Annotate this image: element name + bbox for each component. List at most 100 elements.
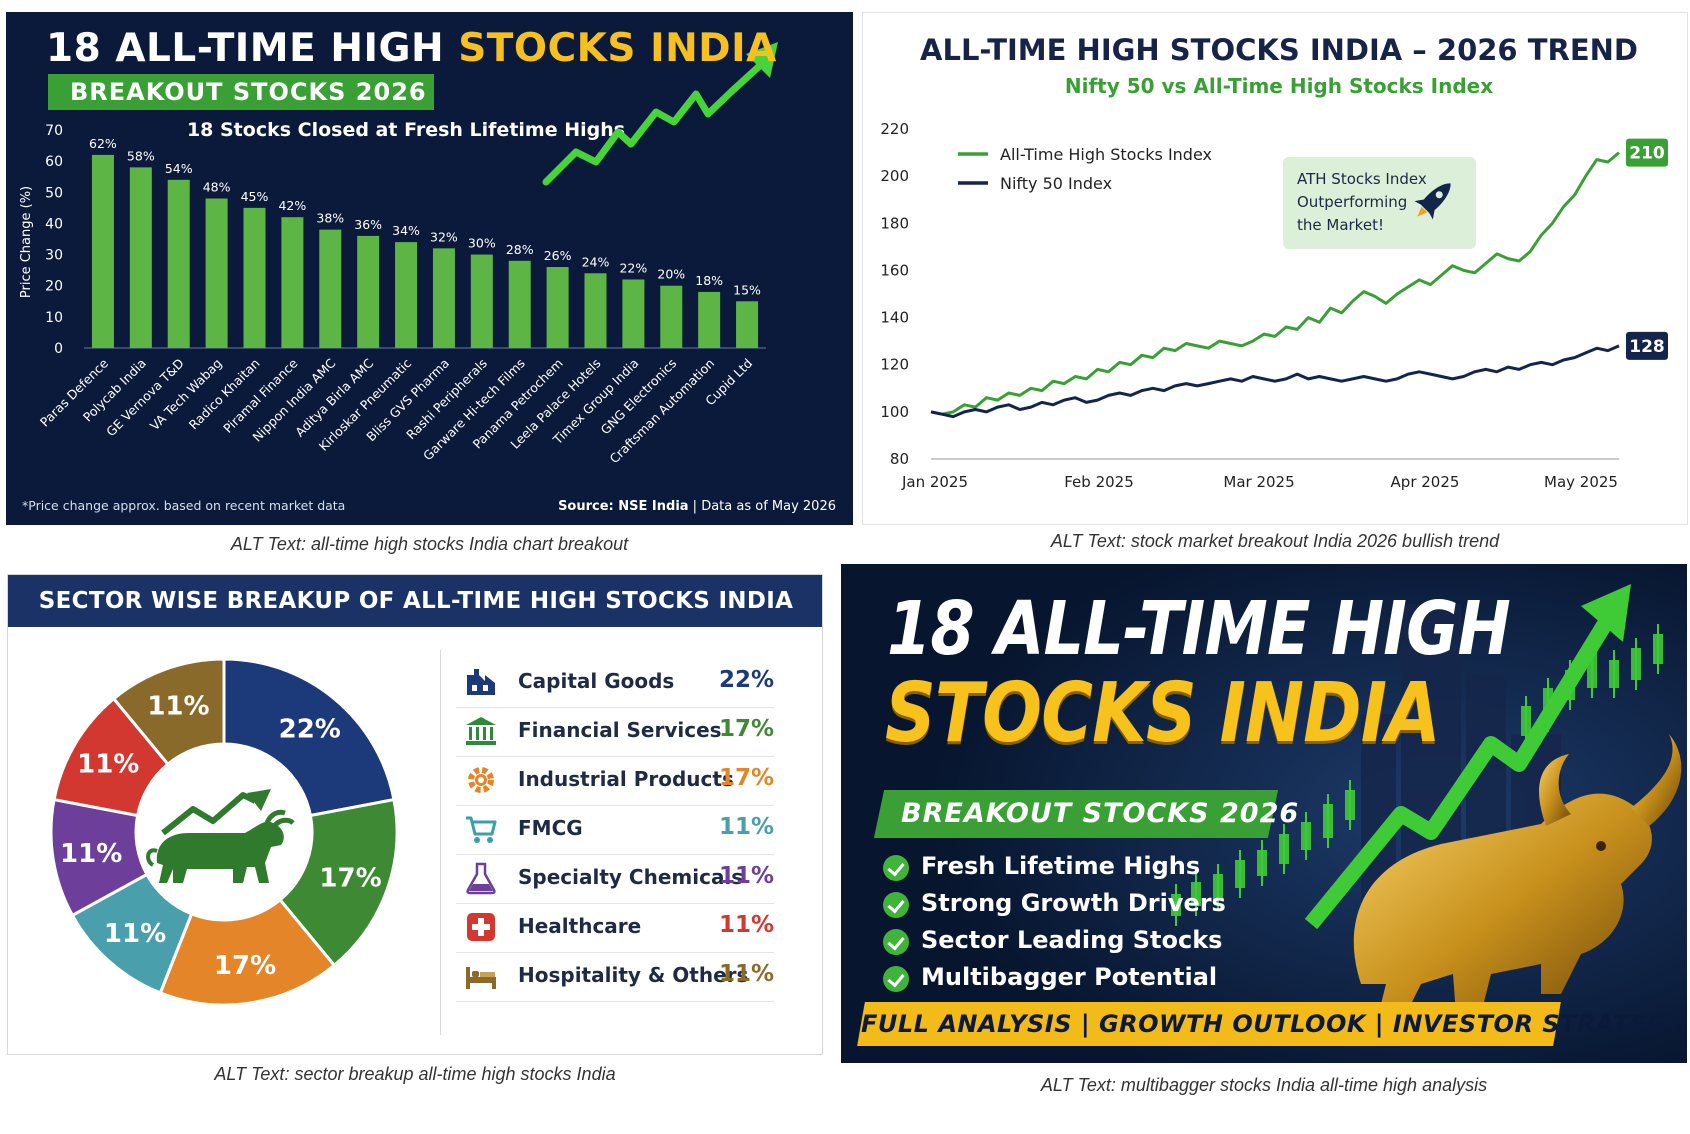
cart-icon xyxy=(466,816,497,843)
poster-title-line2: STOCKS INDIA xyxy=(885,666,1441,761)
callout-line-3: the Market! xyxy=(1297,216,1384,234)
bar-17 xyxy=(698,291,721,348)
y-tick-label: 140 xyxy=(880,309,909,327)
bed-icon xyxy=(466,967,496,989)
sector-percent: 11% xyxy=(718,961,774,987)
donut-slice-label: 22% xyxy=(279,714,341,744)
bar-16 xyxy=(660,285,683,348)
y-tick-label: 120 xyxy=(880,356,909,374)
sector-legend-row: Healthcare 11% xyxy=(456,900,774,953)
y-tick-label: 10 xyxy=(45,310,63,326)
candle-body xyxy=(1609,660,1619,688)
bar-6 xyxy=(281,217,304,348)
panel4-caption: ALT Text: multibagger stocks India all-t… xyxy=(1040,1075,1488,1095)
bar-value-label: 62% xyxy=(89,136,117,151)
candlestick-icon xyxy=(1171,624,1663,926)
sector-name: Hospitality & Others xyxy=(518,963,749,987)
bar-18 xyxy=(736,301,759,348)
bar-value-label: 28% xyxy=(506,242,534,257)
bar-15 xyxy=(622,279,645,348)
bar-9 xyxy=(395,242,418,348)
bar-value-label: 34% xyxy=(392,223,420,238)
donut-chart-svg: 22% 17% 17% 11% 11% 11% 11% xyxy=(49,657,399,1007)
bar-value-label: 36% xyxy=(354,217,382,232)
candle-body xyxy=(1235,860,1245,888)
donut-slice-label: 11% xyxy=(60,839,122,869)
bar-value-label: 30% xyxy=(468,236,496,251)
flask-icon xyxy=(466,862,496,895)
callout-line-2: Outperforming xyxy=(1297,193,1407,211)
bar-value-label: 15% xyxy=(733,282,761,297)
check-icon xyxy=(883,855,909,881)
check-icon xyxy=(883,892,909,918)
poster-panel: 18 ALL-TIME HIGH STOCKS INDIA BREAKOUT S… xyxy=(841,564,1687,1063)
panel1-badge: BREAKOUT STOCKS 2026 xyxy=(48,74,434,110)
poster-trend-arrow xyxy=(1304,609,1618,930)
candle-body xyxy=(1631,648,1641,680)
y-tick-label: 160 xyxy=(880,261,909,279)
x-tick-label: May 2025 xyxy=(1544,473,1618,491)
y-tick-label: 60 xyxy=(45,154,63,170)
bar-chart-ylabel: Price Change (%) xyxy=(19,186,34,298)
bar-value-label: 45% xyxy=(241,189,269,204)
y-tick-label: 200 xyxy=(880,167,909,185)
donut-slice-label: 17% xyxy=(319,864,381,894)
sector-name: Healthcare xyxy=(518,914,642,938)
y-tick-label: 80 xyxy=(890,450,909,468)
bar-value-label: 54% xyxy=(165,161,193,176)
y-tick-label: 50 xyxy=(45,185,63,201)
candle-body xyxy=(1587,652,1597,688)
x-tick-label: Feb 2025 xyxy=(1064,473,1134,491)
panel2-caption: ALT Text: stock market breakout India 20… xyxy=(1050,531,1500,551)
trend-arrow-icon xyxy=(542,56,770,186)
donut-slice-1 xyxy=(222,657,396,818)
y-tick-label: 220 xyxy=(880,120,909,138)
bar-value-label: 32% xyxy=(430,229,458,244)
legend-ath-index: All-Time High Stocks Index xyxy=(1000,145,1212,164)
bar-value-label: 18% xyxy=(695,273,723,288)
sector-legend-row: FMCG 11% xyxy=(456,802,774,855)
bar-chart-title: 18 Stocks Closed at Fresh Lifetime Highs xyxy=(187,119,625,141)
top-gainers-panel: 18 Stocks Closed at Fresh Lifetime Highs… xyxy=(6,12,853,525)
panel1-source: Source: NSE India | Data as of May 2026 xyxy=(558,499,836,514)
donut-slice-label: 11% xyxy=(104,919,166,949)
legend-nifty-index: Nifty 50 Index xyxy=(1000,174,1112,193)
poster-title-line1: 18 ALL-TIME HIGH xyxy=(887,586,1511,672)
sector-percent: 17% xyxy=(718,716,774,742)
candle-body xyxy=(1323,804,1333,838)
bar-10 xyxy=(432,248,455,348)
bar-12 xyxy=(508,260,531,348)
donut-slice-label: 11% xyxy=(77,750,139,780)
bar-value-label: 22% xyxy=(619,260,647,275)
sector-name: Financial Services xyxy=(518,718,722,742)
bank-icon xyxy=(466,717,496,745)
bar-14 xyxy=(584,273,607,348)
line-chart-svg: ALL-TIME HIGH STOCKS INDIA – 2026 TREND … xyxy=(880,33,1668,491)
donut-slice-label: 11% xyxy=(147,691,209,721)
poster-footer: FULL ANALYSIS | GROWTH OUTLOOK | INVESTO… xyxy=(857,1002,1684,1046)
panel1-title: 18 ALL-TIME HIGH STOCKS INDIA xyxy=(46,26,777,71)
sector-percent: 11% xyxy=(718,912,774,938)
sector-legend-row: Industrial Products 17% xyxy=(456,753,774,806)
candle-body xyxy=(1279,834,1289,864)
poster-badge: BREAKOUT STOCKS 2026 xyxy=(873,790,1299,838)
bar-value-label: 24% xyxy=(582,254,610,269)
sector-percent: 11% xyxy=(718,863,774,889)
gold-bull-icon xyxy=(1353,734,1682,1024)
sector-percent: 22% xyxy=(718,667,774,693)
bar-11 xyxy=(470,254,493,348)
rocket-icon xyxy=(1414,183,1451,220)
x-tick-label: Mar 2025 xyxy=(1223,473,1294,491)
bar-value-label: 20% xyxy=(657,267,685,282)
sector-percent: 11% xyxy=(718,814,774,840)
bar-1 xyxy=(91,154,114,348)
sector-name: FMCG xyxy=(518,816,583,840)
y-tick-label: 0 xyxy=(54,341,63,357)
bar-value-label: 42% xyxy=(278,198,306,213)
bar-chart-svg: 18 Stocks Closed at Fresh Lifetime Highs… xyxy=(19,42,836,514)
bar-value-label: 26% xyxy=(544,248,572,263)
panel1-footnote: *Price change approx. based on recent ma… xyxy=(22,498,345,513)
candle-body xyxy=(1521,706,1531,736)
candle-body xyxy=(1345,790,1355,820)
line-chart-title: ALL-TIME HIGH STOCKS INDIA – 2026 TREND xyxy=(920,33,1638,67)
